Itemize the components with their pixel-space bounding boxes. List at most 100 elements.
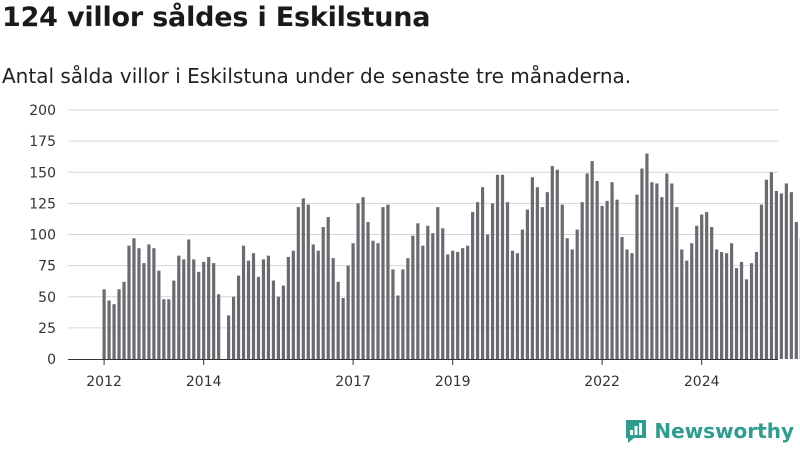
- bar: [227, 315, 231, 359]
- chart-title: 124 villor såldes i Eskilstuna: [2, 2, 431, 33]
- bar: [281, 285, 285, 359]
- bar: [525, 209, 529, 359]
- bar: [575, 229, 579, 359]
- x-tick-label: 2022: [584, 374, 620, 390]
- bar: [326, 217, 330, 359]
- bar: [236, 275, 241, 359]
- bar: [356, 203, 360, 359]
- bar: [192, 259, 196, 359]
- bar: [426, 225, 430, 359]
- bar: [212, 263, 216, 359]
- y-tick-label: 200: [29, 103, 56, 119]
- bar: [311, 244, 315, 359]
- bar: [764, 179, 769, 359]
- bar: [406, 258, 410, 359]
- y-tick-label: 75: [38, 259, 56, 275]
- bar: [615, 199, 619, 359]
- bar: [759, 204, 764, 359]
- bar: [485, 234, 490, 359]
- bar: [700, 214, 704, 359]
- bar: [650, 182, 654, 359]
- bar: [127, 245, 131, 359]
- bar: [456, 251, 460, 359]
- bar: [137, 248, 141, 359]
- y-tick-label: 125: [29, 196, 56, 212]
- brand-logo: Newsworthy: [624, 418, 794, 444]
- bar: [754, 251, 759, 359]
- bar: [545, 192, 549, 359]
- bar: [431, 233, 435, 359]
- bar: [749, 263, 754, 359]
- bar: [167, 299, 171, 359]
- x-tick-label: 2014: [186, 374, 222, 390]
- bar: [336, 281, 340, 359]
- bar: [590, 161, 594, 359]
- bar: [560, 204, 564, 359]
- chart-subtitle: Antal sålda villor i Eskilstuna under de…: [2, 64, 632, 88]
- bar: [261, 259, 266, 359]
- bar: [197, 271, 201, 359]
- bar: [710, 227, 714, 359]
- bar: [505, 202, 510, 359]
- bar: [685, 260, 689, 359]
- bar: [739, 261, 744, 359]
- x-tick-label: 2019: [435, 374, 471, 390]
- bar: [670, 183, 674, 359]
- bar: [744, 279, 749, 359]
- bar: [112, 304, 116, 359]
- bar: [705, 212, 709, 359]
- bar: [605, 200, 609, 359]
- bar: [665, 173, 669, 359]
- bar: [217, 294, 221, 359]
- bar: [271, 280, 276, 359]
- bar: [779, 193, 783, 359]
- bar: [480, 187, 485, 359]
- bar: [461, 248, 465, 359]
- bar: [695, 225, 699, 359]
- bar: [580, 202, 584, 359]
- bar: [794, 222, 798, 359]
- bar: [471, 212, 475, 359]
- bar: [296, 207, 300, 359]
- bar: [286, 256, 290, 359]
- bar: [162, 299, 166, 359]
- bar: [366, 222, 370, 359]
- bar: [585, 173, 589, 359]
- bar: [446, 254, 450, 359]
- bar: [411, 235, 415, 359]
- bar: [715, 249, 719, 359]
- bar: [466, 245, 470, 359]
- newsworthy-logo-icon: [626, 420, 647, 443]
- bar: [690, 243, 694, 359]
- bar: [720, 251, 724, 359]
- bar: [769, 172, 774, 359]
- bar: [142, 263, 146, 359]
- bar: [595, 180, 599, 359]
- bar: [789, 192, 793, 359]
- bar: [376, 243, 380, 359]
- y-tick-label: 100: [29, 228, 56, 244]
- bar: [550, 166, 554, 359]
- y-tick-label: 0: [47, 352, 56, 368]
- bar: [381, 207, 385, 359]
- bar: [361, 197, 365, 359]
- bar: [416, 223, 420, 359]
- bar: [640, 168, 644, 359]
- bar: [401, 269, 405, 359]
- x-tick-label: 2012: [86, 374, 122, 390]
- bar: [371, 240, 375, 359]
- bar: [495, 174, 500, 359]
- bar: [386, 204, 390, 359]
- bar: [451, 250, 455, 359]
- bar: [476, 202, 480, 359]
- bar: [441, 228, 445, 359]
- bar: [341, 297, 345, 359]
- bar: [660, 197, 664, 359]
- y-tick-label: 25: [38, 321, 56, 337]
- bar: [520, 229, 525, 359]
- bar: [177, 255, 181, 359]
- bar: [147, 244, 151, 359]
- bar: [635, 194, 639, 359]
- bar: [207, 256, 211, 359]
